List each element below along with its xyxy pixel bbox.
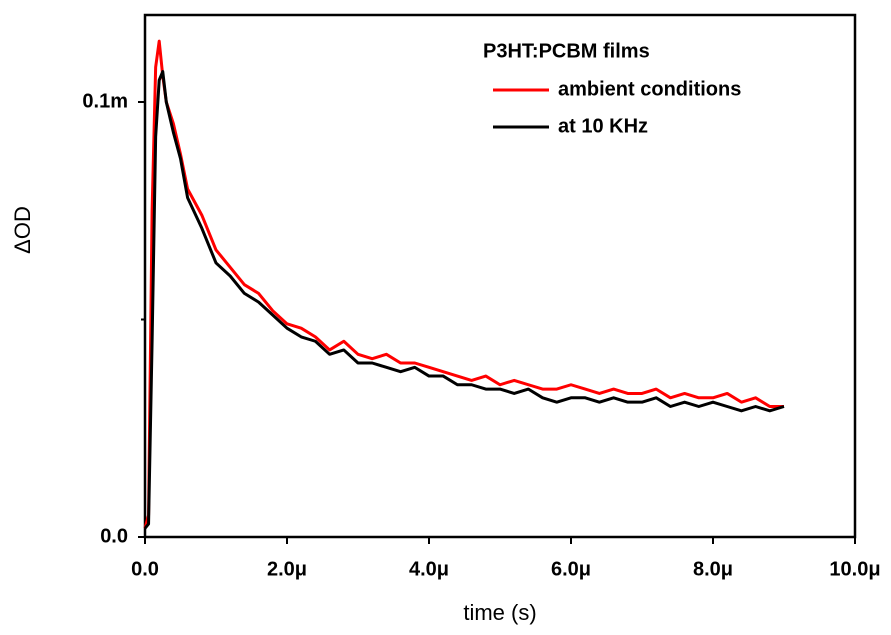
x-axis-label: time (s) [463,600,536,625]
y-tick-label: 0.0 [100,525,128,547]
legend-label: at 10 KHz [558,115,648,137]
y-tick-label: 0.1m [82,90,128,112]
x-tick-label: 6.0μ [551,558,591,580]
legend-label: ambient conditions [558,78,741,100]
plot-frame [143,13,857,539]
legend-title: P3HT:PCBM films [483,40,650,62]
data-line [143,39,784,529]
data-line [143,70,785,530]
x-tick-label: 2.0μ [267,558,307,580]
x-tick-label: 4.0μ [409,558,449,580]
x-tick-label: 10.0μ [829,558,880,580]
x-tick-label: 8.0μ [693,558,733,580]
y-axis-label: ΔOD [10,206,35,254]
x-tick-label: 0.0 [131,558,159,580]
